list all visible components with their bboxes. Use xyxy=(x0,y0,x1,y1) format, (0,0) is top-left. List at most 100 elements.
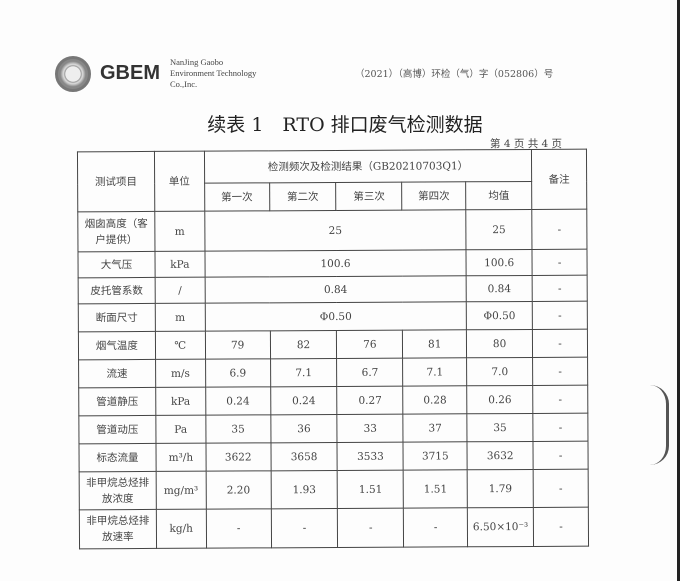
cell-item: 管道静压 xyxy=(78,387,156,416)
cell-item: 皮托管系数 xyxy=(78,277,156,304)
cell-value: 7.1 xyxy=(270,358,338,387)
cell-remark: - xyxy=(531,209,587,250)
cell-value: - xyxy=(403,507,468,548)
cell-value: 3715 xyxy=(403,441,468,471)
header-unit: 单位 xyxy=(154,151,205,212)
cell-merged-value: 25 xyxy=(204,209,467,252)
brand-logo: GBEM xyxy=(100,62,160,84)
cell-unit: / xyxy=(154,277,206,304)
header-group: 检测频次及检测结果（GB20210703Q1） xyxy=(204,149,532,184)
cell-remark: - xyxy=(532,301,588,330)
table-row: 非甲烷总烃排放速率 kg/h - - - -6.50×10⁻³ - xyxy=(79,507,589,549)
cell-merged-value: Φ0.50 xyxy=(205,301,467,332)
table-row: 断面尺寸 m Φ0.50 Φ0.50- xyxy=(78,301,588,332)
cell-value: 35 xyxy=(205,414,271,444)
company-line: NanJing Gaobo xyxy=(170,57,224,67)
cell-value: 3622 xyxy=(205,442,271,472)
cell-unit: Pa xyxy=(155,415,206,444)
cell-item: 非甲烷总烃排放速率 xyxy=(79,509,157,549)
header-item: 测试项目 xyxy=(77,151,155,212)
scan-edge xyxy=(677,0,680,581)
cell-average: 7.0 xyxy=(466,357,533,386)
company-line: Environment Technology xyxy=(170,68,257,78)
cell-average: Φ0.50 xyxy=(466,301,533,330)
cell-average: 0.26 xyxy=(466,385,533,414)
cell-item: 标态流量 xyxy=(78,443,156,472)
table-row: 管道动压 Pa 35 36 33 37 35- xyxy=(78,413,588,444)
page-number: 第 4 页 共 4 页 xyxy=(490,138,563,150)
header-avg: 均值 xyxy=(465,181,532,210)
table-row: 管道静压 kPa 0.24 0.24 0.27 0.28 0.26- xyxy=(78,385,588,416)
cell-unit: m xyxy=(154,211,205,252)
header-run-1: 第一次 xyxy=(204,182,270,212)
cell-average: 3632 xyxy=(467,441,534,470)
cell-value: 7.1 xyxy=(402,357,467,387)
cell-value: 76 xyxy=(336,330,403,359)
table-row: 大气压 kPa 100.6 100.6- xyxy=(77,249,588,278)
cell-value: 3658 xyxy=(270,442,338,471)
cell-unit: kg/h xyxy=(156,509,207,549)
cell-remark: - xyxy=(533,507,589,547)
page-title: 续表 1 RTO 排口废气检测数据 xyxy=(207,114,483,136)
table-row: 标态流量 m³/h 3622 3658 3533 3715 3632- xyxy=(78,441,589,472)
cell-remark: - xyxy=(532,275,588,302)
cell-average: 0.84 xyxy=(466,275,533,302)
cell-remark: - xyxy=(532,385,588,414)
cell-unit: mg/m³ xyxy=(155,471,207,510)
cell-average: 1.79 xyxy=(467,469,534,508)
cell-value: 1.51 xyxy=(403,469,468,509)
cell-value: 0.28 xyxy=(402,385,467,415)
cell-item: 烟囱高度（客户提供） xyxy=(77,211,155,252)
cell-value: - xyxy=(270,508,338,548)
header-run-3: 第三次 xyxy=(336,182,403,211)
cell-value: - xyxy=(337,508,404,548)
cell-average: 25 xyxy=(465,209,533,250)
cell-item: 管道动压 xyxy=(78,415,156,444)
cell-value: 6.7 xyxy=(337,358,403,387)
cell-value: 79 xyxy=(205,330,271,360)
cell-unit: kPa xyxy=(154,251,205,278)
cell-item: 断面尺寸 xyxy=(78,303,156,332)
cell-average: 6.50×10⁻³ xyxy=(467,507,534,547)
cell-value: 0.24 xyxy=(270,386,338,415)
cell-value: 1.51 xyxy=(337,470,404,509)
company-seal-logo xyxy=(55,56,91,92)
header-run-4: 第四次 xyxy=(401,181,466,211)
cell-remark: - xyxy=(532,329,588,358)
table-row: 烟气温度 ℃ 79 82 76 81 80- xyxy=(78,329,588,360)
cell-unit: m xyxy=(155,303,206,332)
cell-item: 非甲烷总烃排放浓度 xyxy=(79,471,157,510)
cell-value: 0.24 xyxy=(205,386,271,416)
cell-unit: m/s xyxy=(155,359,206,388)
table-row: 流速 m/s 6.9 7.1 6.7 7.1 7.0- xyxy=(78,357,588,388)
cell-value: 0.27 xyxy=(337,386,404,415)
cell-item: 大气压 xyxy=(77,251,155,278)
cell-value: 81 xyxy=(402,329,467,359)
company-line: Co.,Inc. xyxy=(170,79,198,89)
cell-unit: kPa xyxy=(155,387,206,416)
cell-remark: - xyxy=(532,357,588,386)
cell-value: 82 xyxy=(270,330,338,359)
cell-item: 烟气温度 xyxy=(78,331,156,360)
cell-value: 33 xyxy=(337,414,404,443)
cell-value: 37 xyxy=(403,413,468,443)
cell-merged-value: 0.84 xyxy=(204,275,467,304)
report-number: （2021）（高博）环检（气）字（052806）号 xyxy=(355,69,554,80)
cell-remark: - xyxy=(533,469,589,508)
cell-remark: - xyxy=(532,249,588,276)
company-name: NanJing Gaobo Environment Technology Co.… xyxy=(170,57,256,90)
cell-item: 流速 xyxy=(78,359,156,388)
table-row: 皮托管系数/0.84 0.84- xyxy=(78,275,588,304)
header-remark: 备注 xyxy=(531,149,587,210)
cell-merged-value: 100.6 xyxy=(204,249,467,278)
cell-average: 80 xyxy=(466,329,533,358)
table-row: 烟囱高度（客户提供） m 25 25- xyxy=(77,209,587,252)
cell-remark: - xyxy=(533,441,589,470)
cell-unit: m³/h xyxy=(155,443,206,472)
cell-unit: ℃ xyxy=(155,331,206,360)
cell-value: 1.93 xyxy=(270,470,338,509)
binding-mark xyxy=(650,385,669,465)
cell-value: 3533 xyxy=(337,442,404,471)
cell-value: 36 xyxy=(270,414,338,443)
cell-average: 100.6 xyxy=(466,249,533,276)
